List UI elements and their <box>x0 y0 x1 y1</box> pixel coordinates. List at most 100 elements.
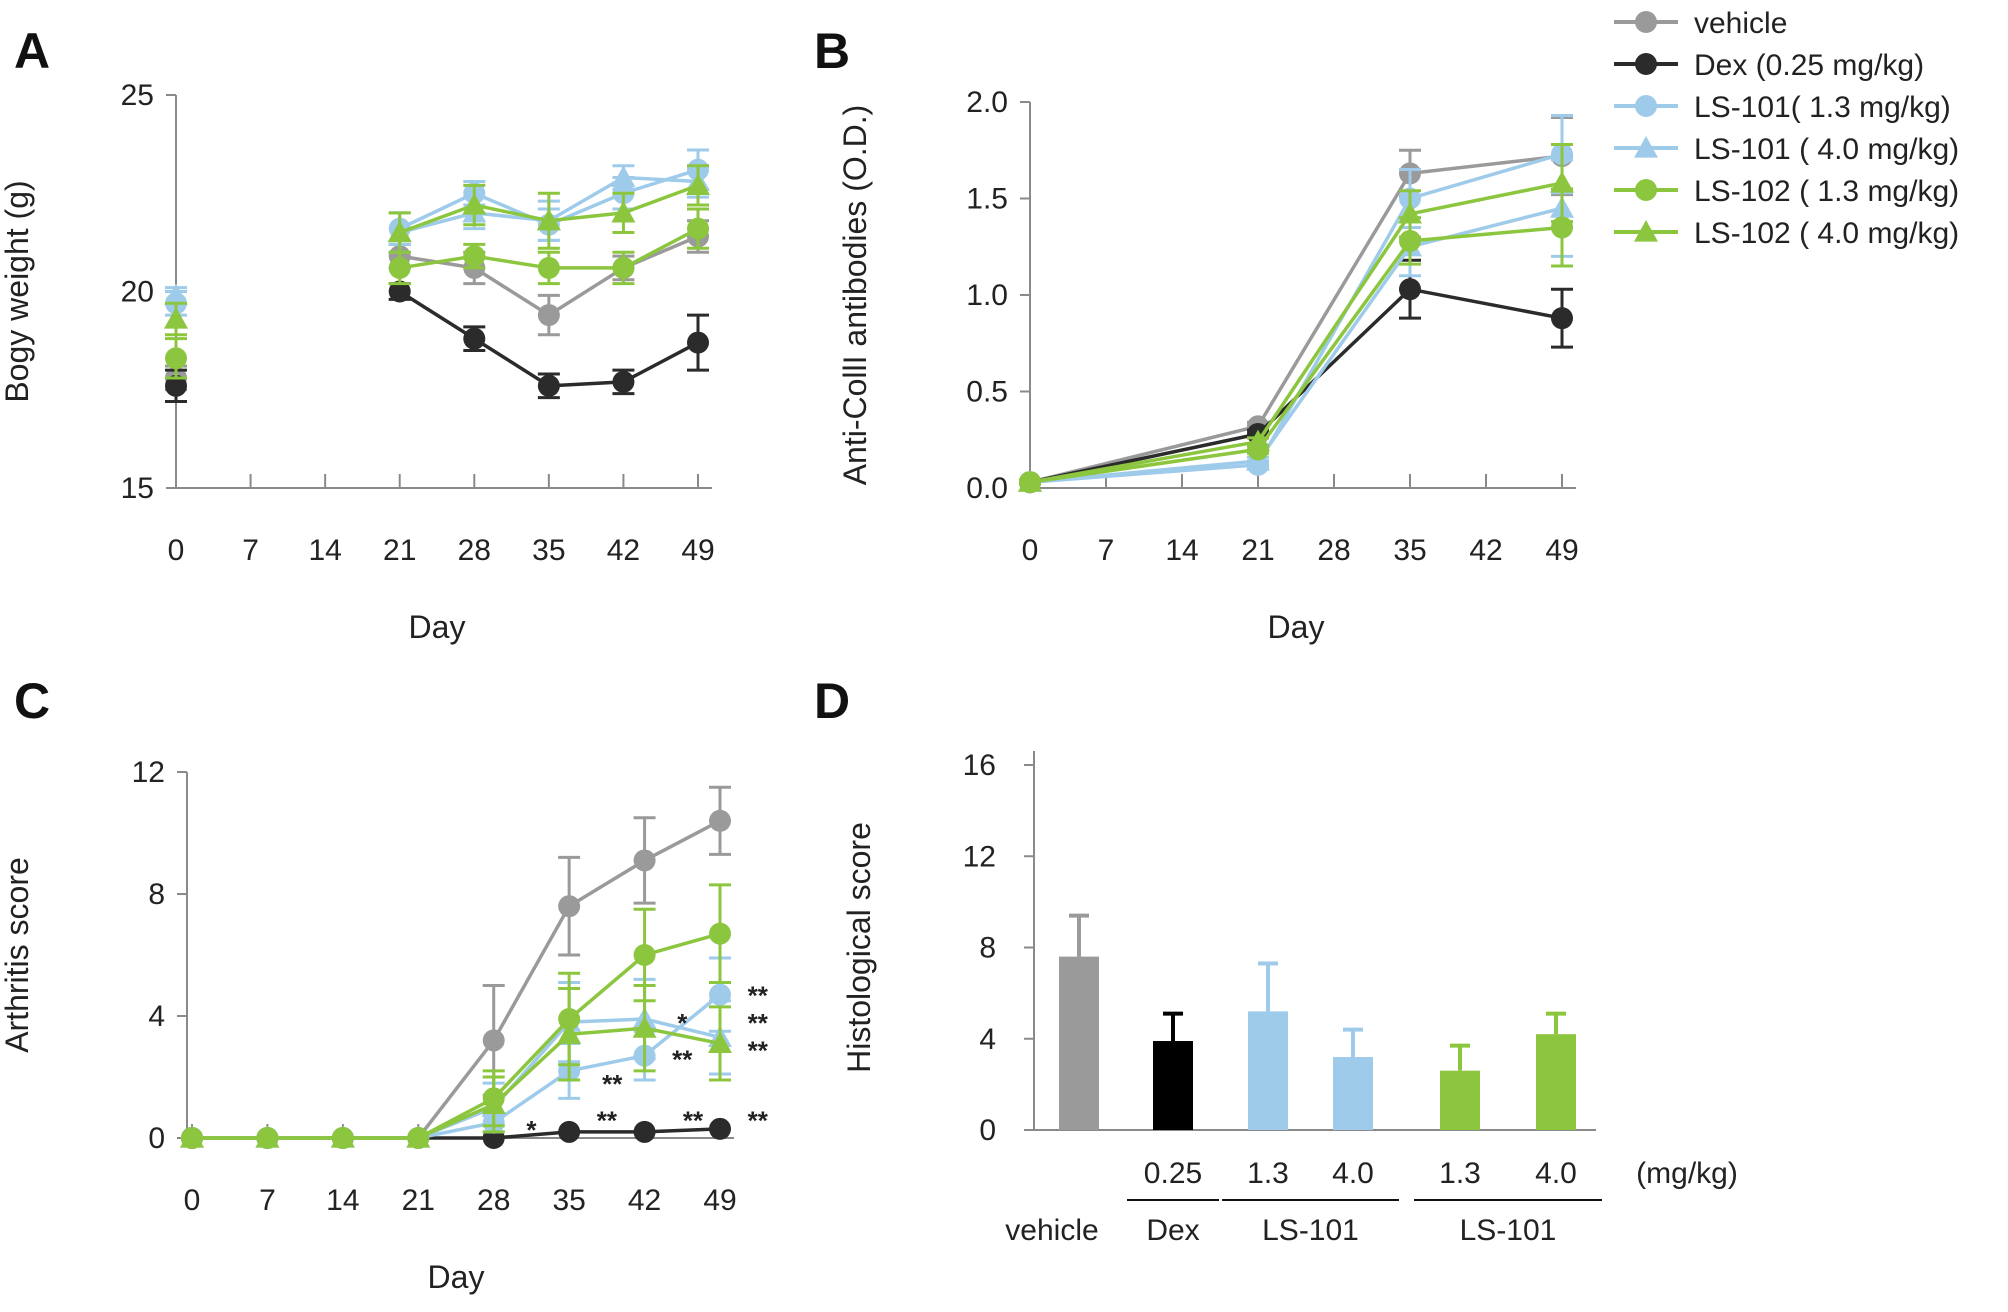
x-tick-label: 42 <box>607 534 640 567</box>
x-tick-label: 14 <box>326 1184 359 1217</box>
y-axis-title: Histological score <box>841 822 877 1073</box>
x-tick-label: 7 <box>1098 534 1115 567</box>
legend-marker <box>1635 179 1657 201</box>
significance-marker: ** <box>748 1106 769 1136</box>
legend-label: LS-101( 1.3 mg/kg) <box>1694 91 1951 124</box>
significance-marker: ** <box>748 1008 769 1038</box>
y-axis-title: Bogy weight (g) <box>0 180 35 402</box>
data-point <box>388 280 411 303</box>
significance-marker: ** <box>748 981 769 1011</box>
y-tick-label: 4 <box>979 1023 996 1056</box>
data-point <box>537 256 560 279</box>
data-point <box>709 1117 731 1140</box>
bar <box>1153 1041 1193 1130</box>
y-tick-label: 25 <box>121 79 154 112</box>
x-tick-label: 21 <box>383 534 416 567</box>
y-tick-label: 0 <box>979 1114 996 1147</box>
data-point <box>1550 171 1574 193</box>
series-line <box>1029 154 1563 484</box>
series-line <box>1029 206 1563 484</box>
series-line <box>1029 152 1563 484</box>
x-tick-label: 35 <box>532 534 565 567</box>
data-point <box>406 1126 431 1148</box>
y-axis-title: Arthritis score <box>0 857 35 1053</box>
unit-label: (mg/kg) <box>1636 1157 1738 1190</box>
data-point <box>537 304 560 327</box>
series-line <box>192 1026 721 1140</box>
data-point <box>1551 307 1573 330</box>
data-point <box>536 208 561 231</box>
data-point <box>462 193 487 215</box>
data-point <box>686 173 710 195</box>
series-ls-102-4-0-mg-kg <box>164 164 710 337</box>
legend-marker <box>1635 95 1657 117</box>
legend-marker <box>1634 136 1658 158</box>
y-tick-label: 2.0 <box>966 86 1008 119</box>
data-point <box>481 1092 506 1115</box>
data-point <box>558 1120 581 1143</box>
x-tick-label: 49 <box>703 1184 736 1217</box>
series-ls-102-4-0-mg-kg <box>1018 142 1574 492</box>
data-point <box>180 1126 204 1148</box>
legend-item-ls-101-4-0-mg-kg: LS-101 ( 4.0 mg/kg) <box>1614 133 1959 166</box>
x-tick-label: 49 <box>681 534 714 567</box>
bar <box>1333 1057 1373 1130</box>
y-tick-label: 20 <box>121 276 154 309</box>
data-point <box>1399 278 1421 301</box>
data-point <box>633 849 656 872</box>
data-point <box>612 256 635 279</box>
y-tick-label: 8 <box>979 932 996 965</box>
significance-marker: ** <box>672 1045 693 1075</box>
dose-label: 1.3 <box>1439 1157 1481 1190</box>
legend-item-dex-0-25-mg-kg: Dex (0.25 mg/kg) <box>1614 49 1924 82</box>
data-point <box>1398 201 1422 224</box>
legend-label: LS-102 ( 1.3 mg/kg) <box>1694 175 1959 208</box>
y-tick-label: 16 <box>963 749 996 782</box>
group-label: LS-101 <box>1262 1214 1359 1247</box>
data-point <box>558 895 581 918</box>
series-dex-0-25-mg-kg <box>1019 258 1573 494</box>
y-axis-title: Anti-CollI antibodies (O.D.) <box>837 105 873 486</box>
legend-item-ls-102-4-0-mg-kg: LS-102 ( 4.0 mg/kg) <box>1614 217 1959 250</box>
data-point <box>611 200 636 223</box>
x-axis-title: Day <box>1268 609 1325 645</box>
x-tick-label: 0 <box>1022 534 1039 567</box>
data-point <box>165 347 187 370</box>
series-ls-102-1-3-mg-kg <box>1019 187 1573 494</box>
x-tick-label: 35 <box>552 1184 585 1217</box>
legend-marker <box>1635 11 1657 33</box>
x-tick-label: 0 <box>184 1184 201 1217</box>
y-tick-label: 8 <box>148 878 165 911</box>
series-dex-0-25-mg-kg <box>165 280 709 404</box>
legend-item-ls-102-1-3-mg-kg: LS-102 ( 1.3 mg/kg) <box>1614 175 1959 208</box>
panel-b-line-chart: 0.0 0.5 1.0 1.5 2.0 0 7 14 21 28 35 42 49 Day Anti-Col… <box>837 86 1579 645</box>
group-label: LS-101 <box>1460 1214 1557 1247</box>
series-line <box>1029 287 1563 484</box>
bar <box>1536 1034 1576 1130</box>
x-tick-label: 28 <box>458 534 491 567</box>
data-point <box>164 283 188 306</box>
significance-marker: ** <box>748 1036 769 1066</box>
series-ls-102-4-0-mg-kg <box>180 984 732 1148</box>
x-tick-label: 0 <box>168 534 185 567</box>
dose-label: 0.25 <box>1144 1157 1202 1190</box>
group-label: Dex <box>1146 1214 1199 1247</box>
data-point <box>388 256 411 279</box>
y-tick-label: 4 <box>148 1000 165 1033</box>
series-line <box>1029 181 1563 484</box>
legend-label: Dex (0.25 mg/kg) <box>1694 49 1924 82</box>
data-point <box>330 1126 355 1148</box>
legend-item-ls-101-1-3-mg-kg: LS-101( 1.3 mg/kg) <box>1614 91 1951 124</box>
x-tick-label: 28 <box>1317 534 1350 567</box>
data-point <box>708 1031 732 1054</box>
legend: vehicle Dex (0.25 mg/kg) LS-101( 1.3 mg/kg… <box>1614 7 1959 250</box>
bar <box>1440 1070 1480 1130</box>
data-point <box>164 307 188 329</box>
legend-item-vehicle: vehicle <box>1614 7 1787 40</box>
y-tick-label: 1.0 <box>966 279 1008 312</box>
x-axis-title: Day <box>409 609 466 645</box>
significance-marker: ** <box>683 1106 704 1136</box>
y-tick-label: 0 <box>148 1122 165 1155</box>
data-point <box>1399 229 1421 252</box>
